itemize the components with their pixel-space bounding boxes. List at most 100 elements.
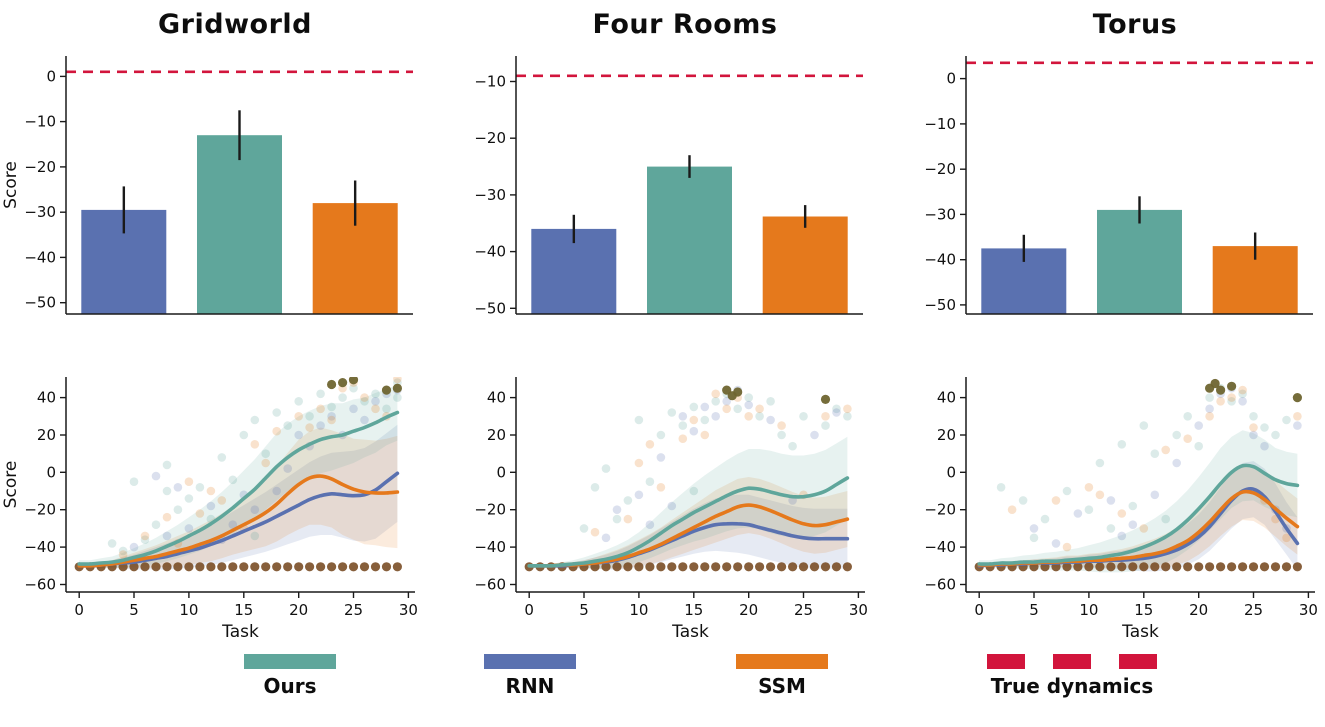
y-tick-label: 0 [46,463,56,481]
legend-item-true-dynamics: True dynamics [987,654,1157,698]
bottom-dot [1248,562,1259,572]
scatter-point-ours [294,397,304,406]
y-tick-label: 20 [37,426,56,444]
bottom-dot [1139,562,1149,572]
bottom-dot [250,562,260,572]
mean-line-rnn [77,471,400,568]
y-tick-label: −40 [924,538,956,556]
scatter-point-ours [678,421,688,430]
scatter-point-ours [1227,397,1236,406]
scatter-point-ours [250,531,260,541]
y-axis-label: Score [1,161,21,209]
scatter-point-ours [689,486,699,496]
bottom-dot [1062,562,1072,572]
titles-row: Gridworld Four Rooms Torus [0,0,1325,48]
scatter-point-ours [645,477,655,486]
confidence-band-ssm [529,477,848,569]
scatter-point-ours [601,464,611,473]
scatter-point-ours [821,421,830,430]
scatter-point-ours [162,486,172,496]
scatter-point-ssm [261,458,271,468]
plot-area [974,378,1302,573]
scatter-point-ssm [1238,385,1247,395]
bottom-dot [1150,562,1160,572]
y-tick-label: 0 [946,463,956,481]
bottom-dot [1227,562,1237,572]
bottom-dot [1270,562,1281,572]
bottom-dot [645,562,655,572]
scatter-point-rnn [272,486,282,496]
bottom-dot [1117,562,1127,572]
scatter-point-rnn [1150,490,1160,500]
scatter-point-rnn [129,542,139,552]
scatter-point-ssm [1216,397,1225,406]
dark-point [1292,393,1302,403]
scatter-point-ssm [645,440,655,449]
x-axis-label: Task [1121,622,1159,640]
y-tick-label: −60 [24,576,56,594]
legend-label-ours: Ours [263,674,317,698]
scatter-point-ours [1271,430,1280,440]
bottom-dot [239,562,249,572]
y-tick-label: −20 [24,501,56,519]
bottom-dot [1183,562,1193,572]
scatter-point-rnn [360,415,369,425]
scatter-point-rnn [1205,404,1214,414]
y-axis-label: Score [1,461,21,509]
x-axis-label: Task [671,622,709,640]
bottom-dot [151,562,161,572]
scatter-point-rnn [1249,430,1258,440]
scatter-point-ours [162,460,172,470]
scatter-point-rnn [1128,520,1138,529]
scatter-point-rnn [162,531,172,541]
scatter-point-rnn [700,402,710,412]
mean-line-ours [77,410,400,566]
legend-item-rnn: RNN [484,654,576,698]
bottom-dot [634,562,644,572]
bottom-dot [689,562,699,572]
x-tick-label: 20 [1189,601,1208,619]
y-tick-label: 20 [487,426,506,444]
x-tick-label: 20 [289,601,308,619]
scatter-point-ssm [1282,533,1291,543]
dark-point [381,385,392,395]
y-tick-label: 0 [496,463,506,481]
scatter-point-ours [1018,496,1028,505]
scatter-point-ssm [777,421,786,430]
scatter-point-ours [579,524,589,533]
bottom-dot [184,562,194,572]
bottom-dot [842,562,852,572]
x-tick-label: 0 [524,601,534,619]
scatter-point-rnn [184,524,194,533]
bottom-dot [217,562,227,572]
dark-point [338,378,348,388]
scatter-point-ssm [1293,412,1302,421]
torus-line-chart: 40 20 0 −20 −40 −60 0 5 10 15 20 25 30 Task [924,377,1318,640]
scatter-point-ssm [700,430,710,440]
scatter-point-ssm [1051,496,1061,505]
scatter-point-rnn [1073,509,1083,518]
bottom-dot [261,562,271,572]
scatter-point-ours [1139,421,1149,430]
legend: Ours RNN SSM True dynamics [0,654,1325,724]
x-tick-label: 25 [794,601,813,619]
x-tick-label: 5 [1029,601,1039,619]
scatter-point-rnn [1260,441,1269,451]
scatter-point-rnn [689,426,699,436]
bottom-dot [1073,562,1083,572]
bottom-dot [1205,562,1215,572]
four-rooms-bar-chart: −10 −20 −30 −40 −50 [474,56,863,317]
confidence-band-ssm [79,427,398,568]
scatter-point-ssm [393,377,402,384]
scatter-point-rnn [371,397,380,406]
scatter-point-ours [140,535,150,544]
scatter-point-rnn [228,520,238,529]
scatter-point-ssm [184,477,194,486]
scatter-point-ssm [689,415,699,425]
x-tick-label: 10 [179,601,198,619]
scatter-point-rnn [1029,524,1039,533]
scatter-point-rnn [601,533,611,543]
scatter-point-ours [744,393,753,402]
scatter-point-ours [623,496,633,505]
x-tick-label: 15 [234,601,253,619]
